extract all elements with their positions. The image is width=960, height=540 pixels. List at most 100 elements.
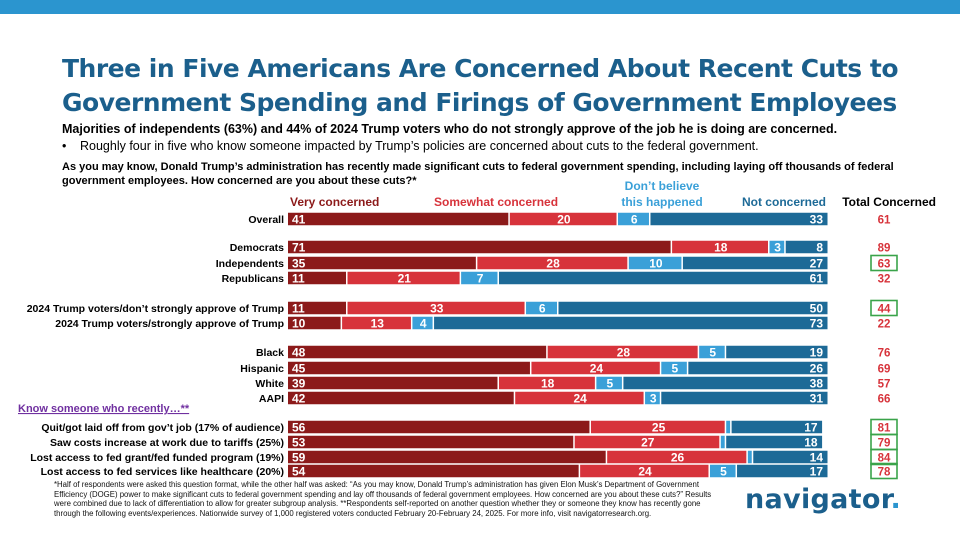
top-accent-bar [0,0,960,14]
legend-very-concerned: Very concerned [290,195,379,209]
value-label: 7 [477,272,484,286]
total-concerned-value: 57 [878,379,891,391]
bar-dont-believe [645,391,660,405]
bar-dont-believe [699,345,725,359]
bar-dont-believe [461,271,498,285]
value-label: 25 [652,421,666,435]
value-label: 24 [573,392,587,406]
value-label: 14 [810,451,824,465]
bar-somewhat-concerned [590,420,725,434]
legend-dont-believe-line2: this happened [621,195,702,209]
value-label: 13 [371,317,385,331]
value-label: 59 [292,451,306,465]
total-concerned-value: 63 [878,259,891,271]
value-label: 45 [292,362,306,376]
total-concerned-value: 69 [878,364,891,376]
row-label: Republicans [222,273,285,285]
bar-not-concerned [682,256,828,270]
row-label: 2024 Trump voters/don’t strongly approve… [27,303,284,315]
highlight-box [870,254,898,272]
value-label: 33 [430,302,444,316]
value-label: 54 [292,465,306,479]
bar-somewhat-concerned [515,391,644,405]
value-label: 61 [810,272,824,286]
navigator-logo: navigator. [745,484,901,515]
bar-somewhat-concerned [347,301,525,315]
bar-not-concerned [623,376,828,390]
value-label: 21 [398,272,412,286]
value-label: 39 [292,377,306,391]
bar-dont-believe [412,316,433,330]
row-label: Lost access to fed services like healthc… [41,466,284,478]
group-label-know-someone: Know someone who recently…** [18,403,190,415]
row-label: Overall [248,214,284,226]
bar-not-concerned [753,450,828,464]
highlight-box [870,448,898,466]
value-label: 11 [292,302,305,316]
bar-dont-believe [747,450,752,464]
value-label: 11 [292,272,305,286]
bar-somewhat-concerned [531,361,660,375]
footnote: *Half of respondents were asked this que… [54,480,712,518]
row-label: Hispanic [240,363,284,375]
value-label: 10 [292,317,306,331]
bar-very-concerned [288,301,347,315]
value-label: 8 [816,241,823,255]
legend-somewhat-concerned: Somewhat concerned [434,195,558,209]
highlight-box [870,299,898,317]
bar-not-concerned [726,435,823,449]
value-label: 24 [638,465,652,479]
bar-very-concerned [288,256,476,270]
value-label: 73 [810,317,824,331]
value-label: 26 [810,362,824,376]
bar-dont-believe [596,376,622,390]
bar-not-concerned [785,240,828,254]
total-concerned-value: 44 [878,304,891,316]
value-label: 38 [810,377,824,391]
row-label: Black [256,347,284,359]
bar-somewhat-concerned [498,376,595,390]
row-label: Independents [216,258,284,270]
value-label: 27 [810,257,824,271]
bar-very-concerned [288,420,590,434]
value-label: 5 [709,346,716,360]
value-label: 50 [810,302,824,316]
bullet-text: Roughly four in five who know someone im… [80,139,759,153]
value-label: 5 [720,465,727,479]
value-label: 20 [557,213,571,227]
row-label: AAPI [259,393,284,405]
row-label: Democrats [230,242,284,254]
bar-somewhat-concerned [342,316,411,330]
value-label: 17 [804,421,818,435]
value-label: 33 [810,213,824,227]
bar-very-concerned [288,271,347,285]
total-concerned-value: 32 [878,274,891,286]
page-title: Three in Five Americans Are Concerned Ab… [62,54,899,117]
bar-very-concerned [288,345,547,359]
bar-dont-believe [526,301,557,315]
row-label: White [255,378,284,390]
bar-not-concerned [688,361,828,375]
value-label: 42 [292,392,306,406]
value-label: 53 [292,436,306,450]
total-concerned-value: 84 [878,453,891,465]
value-label: 18 [714,241,728,255]
bar-not-concerned [731,420,823,434]
value-label: 6 [631,213,638,227]
legend-not-concerned: Not concerned [742,195,826,209]
value-label: 26 [671,451,685,465]
value-label: 28 [617,346,631,360]
row-label: Quit/got laid off from gov’t job (17% of… [41,422,284,434]
bar-not-concerned [650,212,828,226]
bar-somewhat-concerned [580,464,709,478]
value-label: 35 [292,257,306,271]
bar-very-concerned [288,316,341,330]
bar-not-concerned [498,271,828,285]
value-label: 17 [810,465,824,479]
bar-very-concerned [288,464,579,478]
bar-not-concerned [558,301,828,315]
bar-very-concerned [288,212,509,226]
bar-somewhat-concerned [477,256,628,270]
bar-somewhat-concerned [547,345,698,359]
